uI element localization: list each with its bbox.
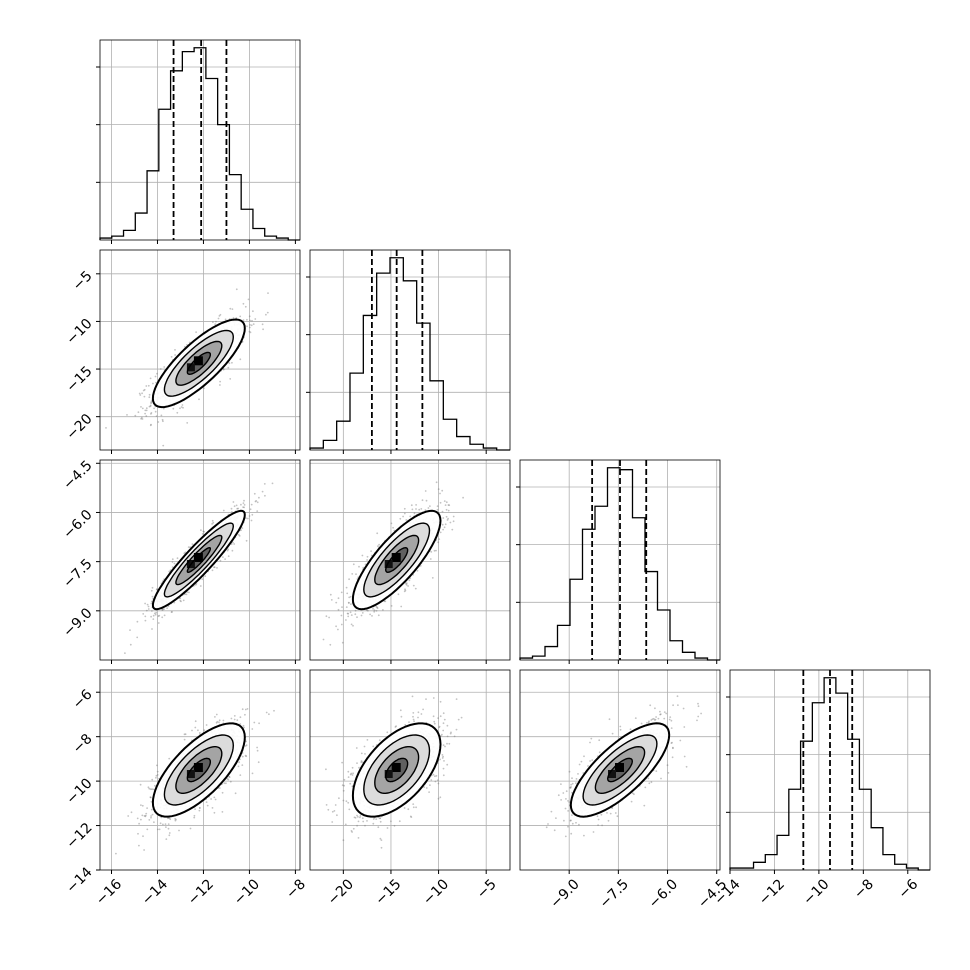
contour-line-1 bbox=[175, 746, 223, 794]
contour-line-0 bbox=[384, 546, 409, 574]
marginal-histogram-0 bbox=[96, 39, 301, 244]
axes-frame bbox=[309, 669, 511, 871]
contour-line-3 bbox=[351, 509, 442, 611]
density-peak-cell bbox=[391, 553, 401, 562]
contour-line-0 bbox=[186, 351, 211, 376]
axes-frame bbox=[99, 39, 301, 241]
contour-line-3 bbox=[151, 722, 246, 818]
density-peak-cell bbox=[193, 553, 203, 562]
contour-line-1 bbox=[175, 340, 223, 386]
axes-frame bbox=[519, 669, 721, 871]
density-panel-0-2 bbox=[96, 459, 301, 664]
histogram-step bbox=[99, 47, 300, 241]
marginal-histogram-1 bbox=[306, 249, 511, 454]
axes-frame bbox=[99, 249, 301, 451]
axes-frame bbox=[99, 669, 301, 871]
density-panel-1-2 bbox=[309, 459, 511, 664]
histogram-step bbox=[309, 257, 510, 451]
density-peak-cell bbox=[384, 560, 393, 568]
contour-line-3 bbox=[151, 318, 246, 409]
contour-line-1 bbox=[175, 534, 223, 586]
contour-line-2 bbox=[363, 734, 431, 806]
density-panel-2-3 bbox=[519, 669, 721, 874]
axes-frame bbox=[729, 669, 931, 871]
contour-line-2 bbox=[163, 522, 235, 598]
axes-frame bbox=[99, 459, 301, 661]
density-panel-0-1 bbox=[96, 249, 301, 454]
contour-line-2 bbox=[582, 734, 658, 806]
contour-line-2 bbox=[163, 734, 235, 806]
contour-line-0 bbox=[186, 546, 211, 574]
contour-line-3 bbox=[569, 722, 671, 818]
axes-frame bbox=[519, 459, 721, 661]
density-peak-cell bbox=[186, 770, 195, 778]
contour-line-1 bbox=[374, 746, 420, 794]
contour-line-0 bbox=[186, 757, 211, 783]
density-peak-cell bbox=[391, 763, 401, 772]
contour-line-2 bbox=[163, 329, 235, 397]
axes-frame bbox=[309, 459, 511, 661]
density-peak-cell bbox=[615, 763, 624, 772]
contour-line-0 bbox=[384, 757, 409, 783]
histogram-step bbox=[729, 677, 930, 871]
marginal-histogram-3 bbox=[726, 669, 931, 874]
density-peak-cell bbox=[608, 770, 616, 778]
marginal-histogram-2 bbox=[516, 459, 721, 664]
density-panel-0-3 bbox=[96, 669, 301, 874]
contour-line-3 bbox=[351, 722, 442, 818]
contour-line-2 bbox=[363, 522, 431, 598]
density-panel-1-3 bbox=[309, 669, 511, 874]
contour-line-1 bbox=[374, 534, 420, 586]
histogram-step bbox=[519, 467, 720, 661]
contour-line-0 bbox=[606, 757, 634, 783]
density-peak-cell bbox=[186, 363, 195, 372]
density-peak-cell bbox=[193, 763, 203, 772]
density-peak-cell bbox=[193, 356, 203, 366]
contour-line-1 bbox=[594, 745, 646, 795]
density-peak-cell bbox=[384, 770, 393, 778]
axes-frame bbox=[309, 249, 511, 451]
contour-line-3 bbox=[151, 509, 246, 611]
